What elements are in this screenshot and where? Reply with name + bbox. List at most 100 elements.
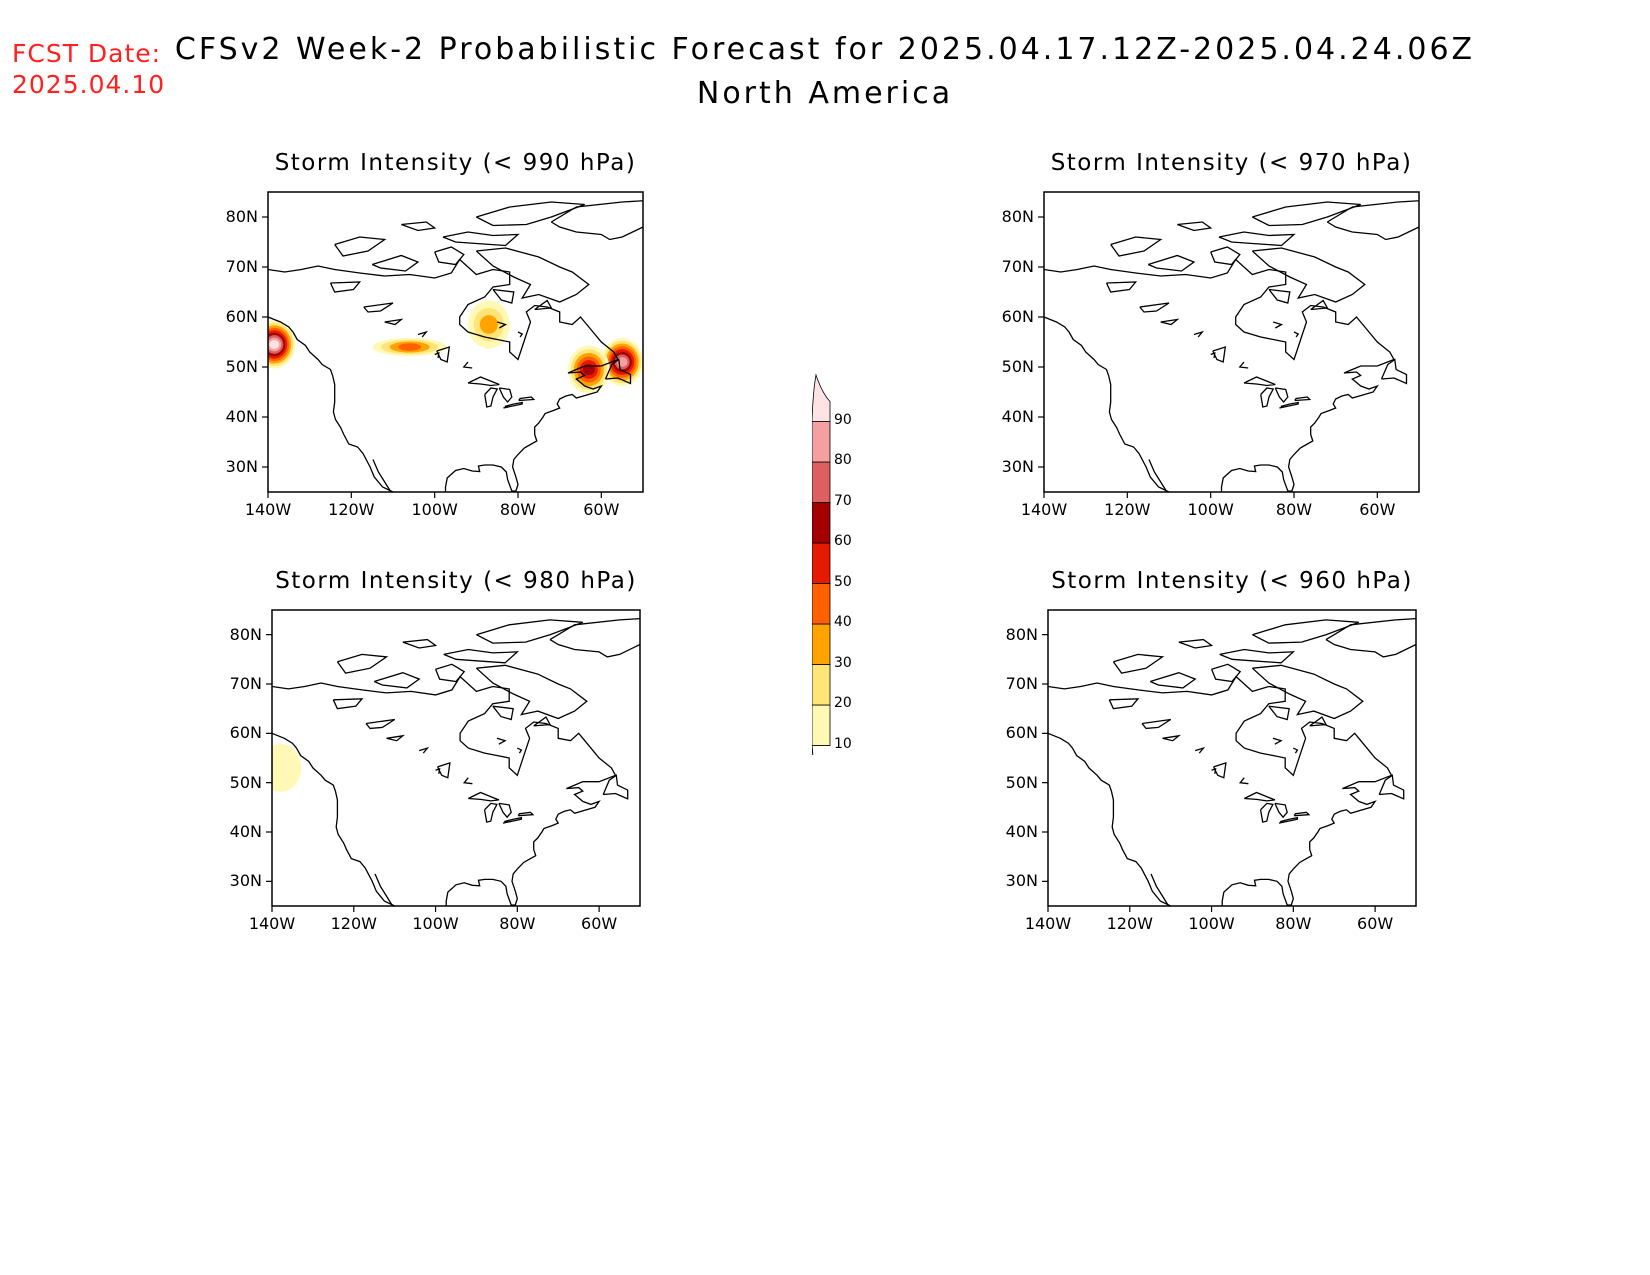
coastline-great-lake [1243,376,1276,387]
lat-label: 60N [1001,307,1034,326]
colorbar-label-40: 40 [834,614,852,630]
colorbar-segment-20 [811,664,831,706]
colorbar-segment-70 [811,461,831,503]
coastline-arctic-island [492,705,514,721]
coastline-arctic-island [402,638,438,649]
coastline-arctic-island [1268,288,1291,304]
coastline-lake [1212,346,1227,363]
coastline-lake [1238,777,1249,785]
lon-label: 80W [1275,500,1313,519]
lat-label: 30N [229,871,262,891]
lat-label: 30N [225,457,258,476]
colorbar-label-60: 60 [834,533,852,549]
colorbar-segment-60 [811,502,831,544]
prob-region-gulf-st-lawrence [567,345,610,394]
coastline-arctic-island [371,254,420,272]
coastline-arctic-island [434,246,465,266]
coastline-north-america [1048,675,1393,906]
colorbar-segment-50 [811,542,831,584]
coastline-arctic-island [1252,201,1361,227]
coastline-lake [1195,746,1206,754]
lat-label: 70N [1001,257,1034,276]
coastline-lake [1193,330,1205,338]
lon-label: 80W [499,914,536,933]
lat-label: 60N [225,307,258,326]
lon-label: 60W [1357,914,1394,933]
coastline-newfoundland [1380,358,1408,385]
map-canvas [262,191,644,498]
panel-title-970: Storm Intensity (< 970 hPa) [1050,150,1413,176]
coastline-hudson-islands [1273,321,1284,329]
forecast-date-block: FCST Date: 2025.04.10 [12,38,165,100]
coastline-arctic-island [1309,716,1328,727]
coastline-arctic-island [1177,221,1213,232]
map-panel-970: Storm Intensity (< 970 hPa) 80N 70N 60N 50N… [1002,150,1420,519]
coastline-greenland [1325,617,1416,641]
coastline-great-lake [1293,811,1311,817]
prob-contour-30 [479,315,498,334]
coastline-great-lake [1260,387,1275,408]
lat-label: 80N [225,207,258,226]
coastline-greenland-west [1325,639,1416,658]
lat-label: 40N [225,407,258,426]
coastline-arctic-island [475,247,590,303]
map-frame [1047,609,1417,907]
colorbar-segment-30 [811,623,831,665]
coastline-great-lake [498,387,513,404]
map-panel-980: Storm Intensity (< 980 hPa) 80N 70N 60N 50N… [230,568,641,933]
colorbar-top-cap [811,373,831,422]
colorbar-label-70: 70 [834,492,852,509]
coastline-great-lake [1244,791,1276,802]
coastline-gulf-california [1148,459,1168,492]
coastline-great-lake [502,816,523,824]
colorbar-label-10: 10 [834,735,852,752]
coastline-arctic-island [401,221,437,232]
colorbar-label-30: 30 [834,654,852,671]
coastline-great-lake [467,376,500,387]
coastline-great-lake [1278,816,1299,824]
panel-title-960: Storm Intensity (< 960 hPa) [1051,568,1413,594]
coastline-newfoundland [604,358,632,385]
coastline-gulf-california [374,873,394,906]
lat-label: 70N [225,257,258,276]
coastline-greenland-west [1326,221,1419,241]
lat-label: 50N [1001,357,1034,376]
lon-label: 120W [1106,914,1153,933]
lon-label: 120W [1104,500,1151,519]
coastline-west [272,732,395,906]
lon-label: 100W [1188,914,1235,933]
coastline-lake [1210,352,1216,359]
coastline-lake [384,318,404,326]
coastline-arctic-island [1210,663,1242,683]
probability-colorbar: 10 20 30 40 50 60 70 80 90 [811,335,872,786]
coastline-arctic-island [492,288,515,304]
lon-label: 140W [248,914,296,933]
lon-label: 100W [412,914,459,933]
coastline-belcher [517,747,523,754]
coastline-arctic-island [475,664,588,720]
page-title: CFSv2 Week-2 Probabilistic Forecast for … [174,32,1476,67]
coastline-lake [1211,767,1217,774]
forecast-date-label: FCST Date: [12,39,162,68]
map-panel-960: Storm Intensity (< 960 hPa) 80N 70N 60N 50N… [1006,568,1417,933]
colorbar-canvas [811,373,831,786]
coastline-north-america [268,258,619,492]
coastline-arctic-island [1210,246,1241,266]
coastline-arctic-island [476,201,585,227]
coastline-great-lake [1274,802,1288,819]
lon-label: 100W [411,500,458,519]
coastline-arctic-island [1178,638,1214,649]
lat-label: 80N [1005,624,1038,644]
coastline-great-lake [1274,387,1289,404]
lon-label: 60W [581,914,618,933]
lon-label: 100W [1187,500,1234,519]
coastline-belcher [1293,331,1300,338]
lat-label: 80N [1001,207,1034,226]
coastline-west [1044,316,1170,492]
coastline-arctic-island [442,231,520,247]
lat-label: 80N [229,624,262,644]
lat-label: 50N [229,772,262,792]
coastline-lake [1108,698,1140,710]
coastline-great-lake [503,401,523,409]
colorbar-label-80: 80 [834,452,852,468]
